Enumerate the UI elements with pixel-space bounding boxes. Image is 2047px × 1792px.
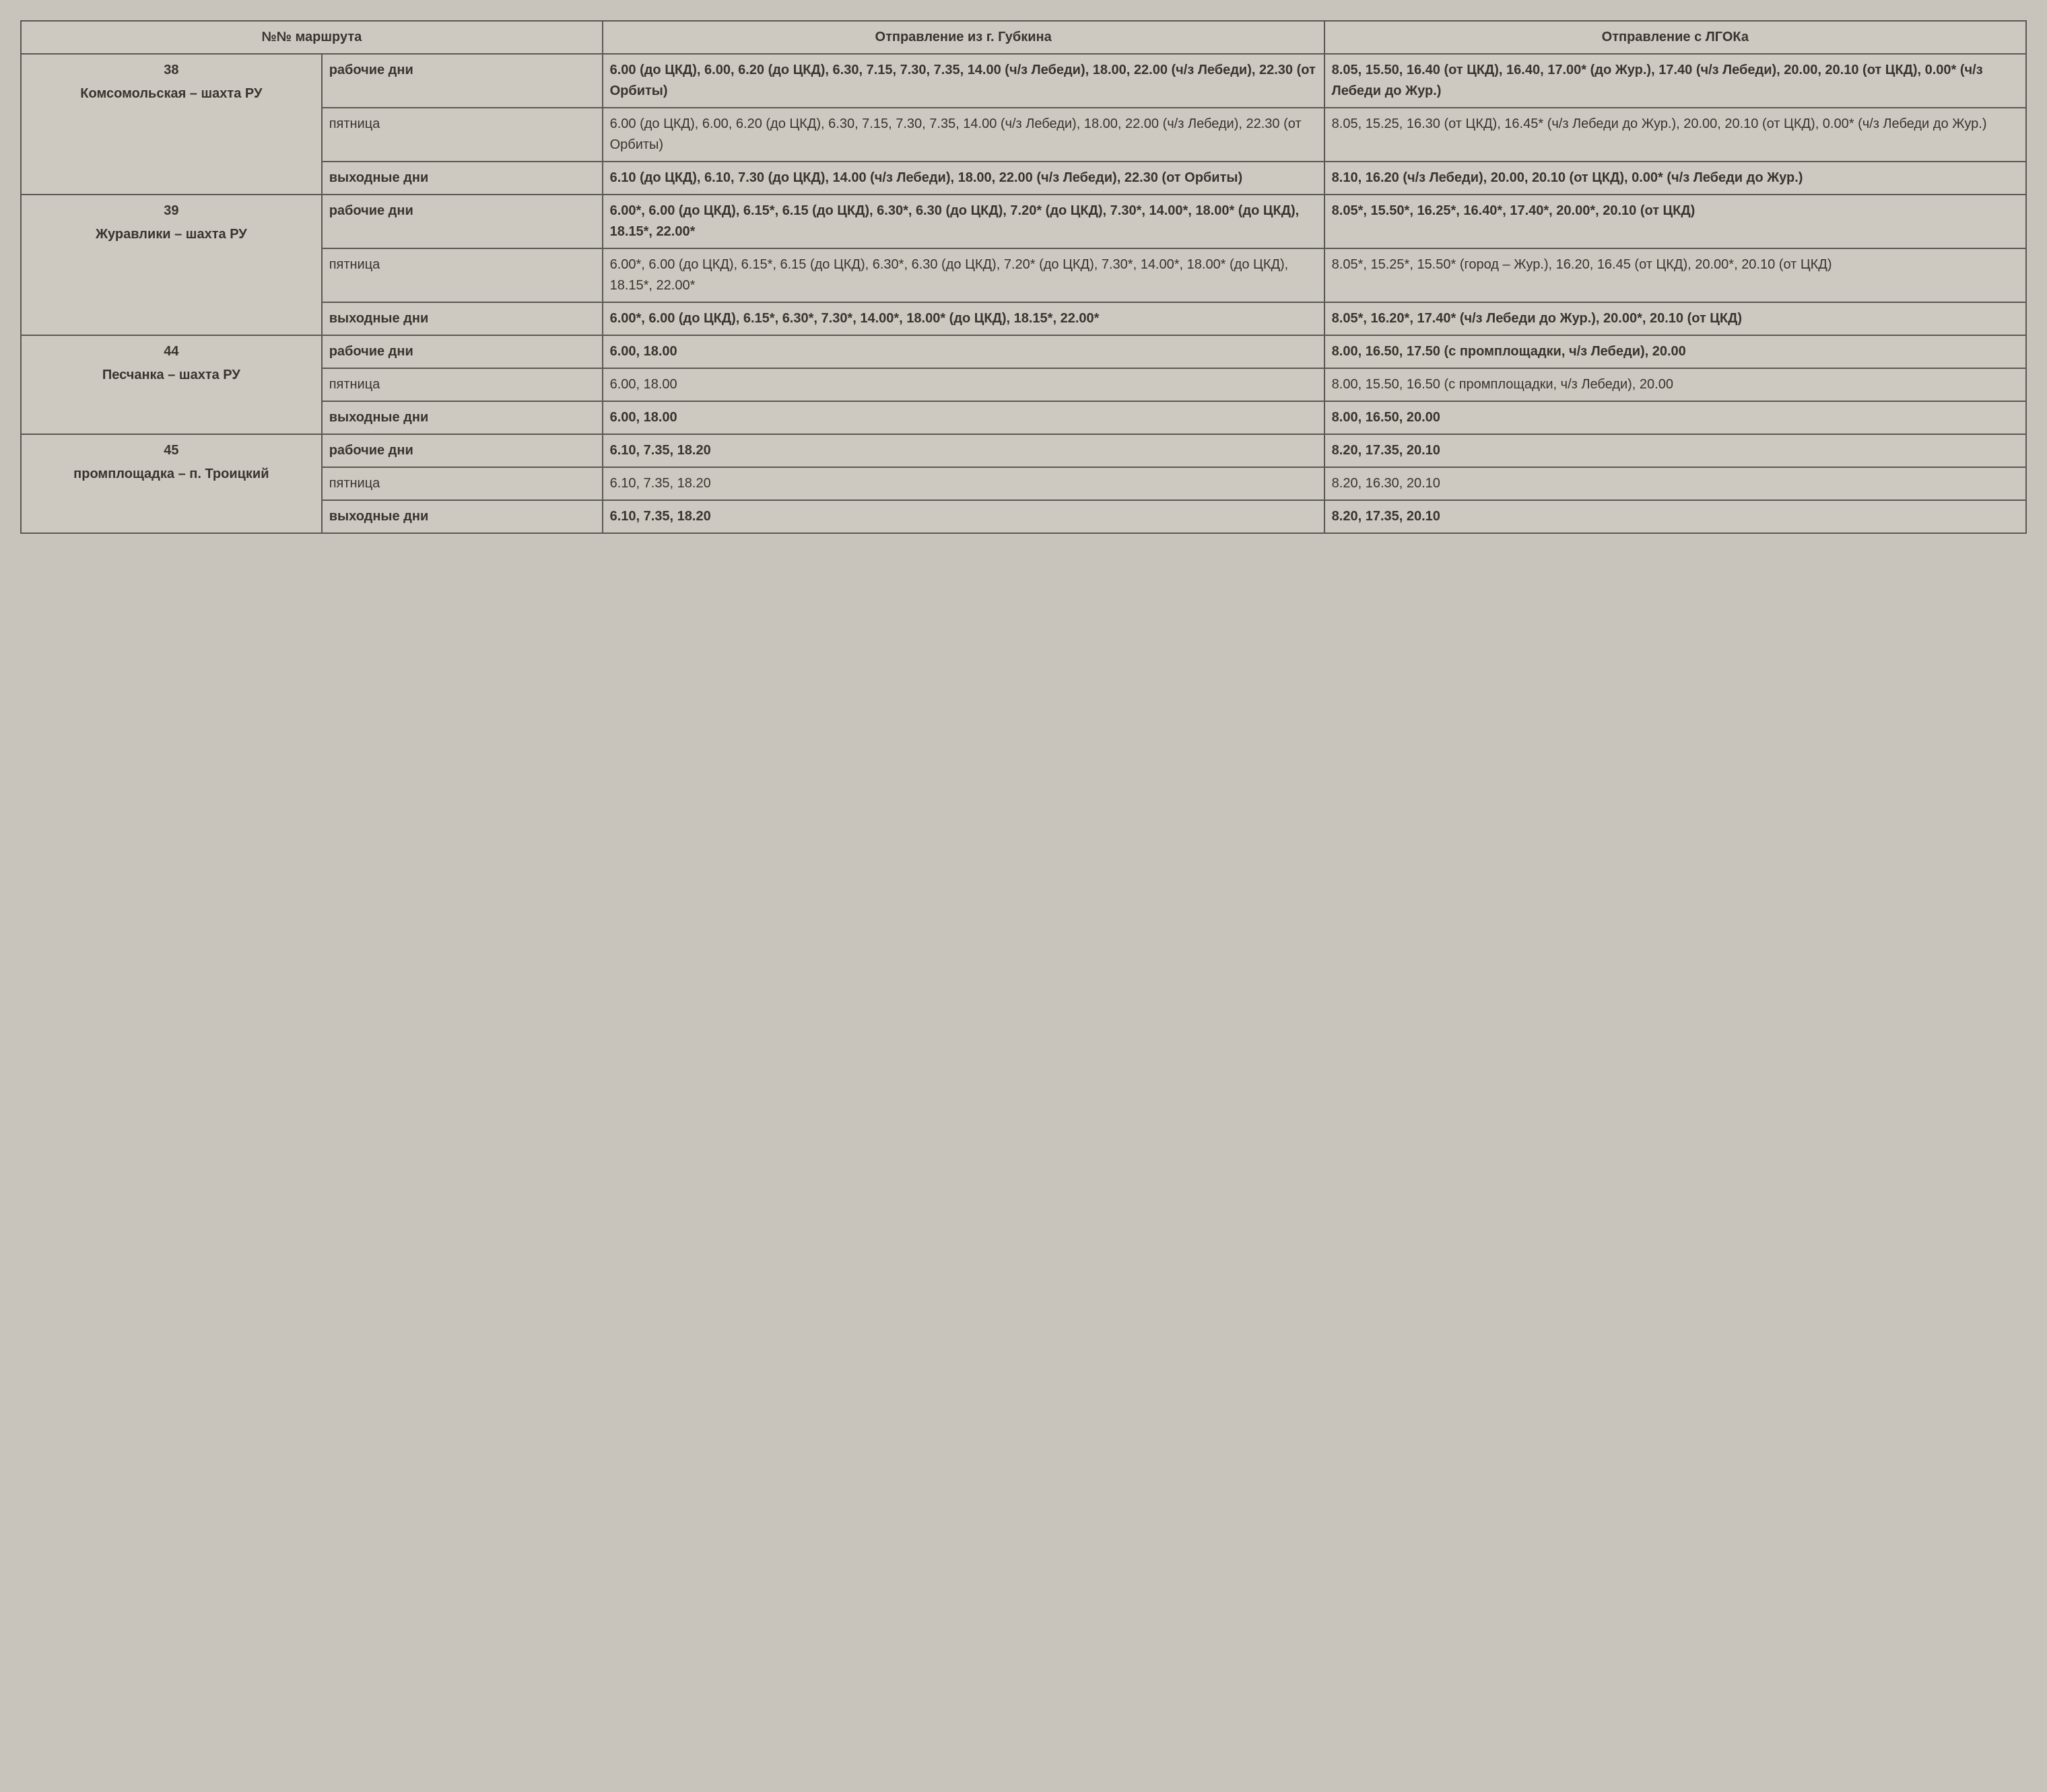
departure-gubkin-cell: 6.00 (до ЦКД), 6.00, 6.20 (до ЦКД), 6.30… [603,108,1324,162]
departure-lgok-cell: 8.20, 17.35, 20.10 [1324,434,2026,467]
route-cell: 39 Журавлики – шахта РУ [21,195,322,335]
schedule-table: №№ маршрута Отправление из г. Губкина От… [20,20,2027,534]
departure-gubkin-cell: 6.00, 18.00 [603,368,1324,401]
table-row: выходные дни6.00*, 6.00 (до ЦКД), 6.15*,… [21,302,2026,335]
day-type-cell: пятница [322,368,603,401]
departure-lgok-cell: 8.00, 16.50, 17.50 (с промплощадки, ч/з … [1324,335,2026,368]
departure-gubkin-cell: 6.00 (до ЦКД), 6.00, 6.20 (до ЦКД), 6.30… [603,54,1324,108]
departure-gubkin-cell: 6.10, 7.35, 18.20 [603,467,1324,500]
departure-lgok-cell: 8.05*, 16.20*, 17.40* (ч/з Лебеди до Жур… [1324,302,2026,335]
header-route-no: №№ маршрута [21,21,603,54]
table-row: выходные дни6.10 (до ЦКД), 6.10, 7.30 (д… [21,162,2026,195]
table-row: 38Комсомольская – шахта РУ рабочие дни6.0… [21,54,2026,108]
route-name: промплощадка – п. Троицкий [28,464,314,485]
route-name: Журавлики – шахта РУ [28,224,314,245]
table-row: 39 Журавлики – шахта РУ рабочие дни6.00*, … [21,195,2026,248]
departure-lgok-cell: 8.05*, 15.50*, 16.25*, 16.40*, 17.40*, 2… [1324,195,2026,248]
table-row: 45промплощадка – п. Троицкийрабочие дни6… [21,434,2026,467]
header-dep-lgok: Отправление с ЛГОКа [1324,21,2026,54]
departure-lgok-cell: 8.20, 17.35, 20.10 [1324,500,2026,533]
departure-lgok-cell: 8.00, 15.50, 16.50 (с промплощадки, ч/з … [1324,368,2026,401]
departure-gubkin-cell: 6.00*, 6.00 (до ЦКД), 6.15*, 6.15 (до ЦК… [603,248,1324,302]
route-number: 38 [28,60,314,81]
departure-gubkin-cell: 6.10, 7.35, 18.20 [603,500,1324,533]
route-name: Песчанка – шахта РУ [28,365,314,386]
departure-gubkin-cell: 6.00, 18.00 [603,335,1324,368]
departure-lgok-cell: 8.00, 16.50, 20.00 [1324,401,2026,434]
day-type-cell: пятница [322,467,603,500]
day-type-cell: выходные дни [322,401,603,434]
route-number: 44 [28,341,314,362]
departure-gubkin-cell: 6.00*, 6.00 (до ЦКД), 6.15*, 6.30*, 7.30… [603,302,1324,335]
day-type-cell: рабочие дни [322,335,603,368]
departure-gubkin-cell: 6.10 (до ЦКД), 6.10, 7.30 (до ЦКД), 14.0… [603,162,1324,195]
route-cell: 38Комсомольская – шахта РУ [21,54,322,195]
departure-lgok-cell: 8.05, 15.25, 16.30 (от ЦКД), 16.45* (ч/з… [1324,108,2026,162]
day-type-cell: выходные дни [322,162,603,195]
day-type-cell: рабочие дни [322,54,603,108]
day-type-cell: выходные дни [322,500,603,533]
departure-lgok-cell: 8.05*, 15.25*, 15.50* (город – Жур.), 16… [1324,248,2026,302]
table-row: выходные дни6.10, 7.35, 18.208.20, 17.35… [21,500,2026,533]
departure-lgok-cell: 8.05, 15.50, 16.40 (от ЦКД), 16.40, 17.0… [1324,54,2026,108]
table-row: пятница6.00*, 6.00 (до ЦКД), 6.15*, 6.15… [21,248,2026,302]
departure-gubkin-cell: 6.00, 18.00 [603,401,1324,434]
day-type-cell: рабочие дни [322,195,603,248]
table-row: пятница6.00, 18.008.00, 15.50, 16.50 (с … [21,368,2026,401]
departure-lgok-cell: 8.10, 16.20 (ч/з Лебеди), 20.00, 20.10 (… [1324,162,2026,195]
table-row: выходные дни6.00, 18.008.00, 16.50, 20.0… [21,401,2026,434]
route-cell: 44 Песчанка – шахта РУ [21,335,322,434]
route-number: 45 [28,440,314,461]
header-dep-gubkin: Отправление из г. Губкина [603,21,1324,54]
departure-gubkin-cell: 6.00*, 6.00 (до ЦКД), 6.15*, 6.15 (до ЦК… [603,195,1324,248]
table-body: 38Комсомольская – шахта РУрабочие дни6.0… [21,54,2026,533]
route-cell: 45 промплощадка – п. Троицкий [21,434,322,533]
departure-lgok-cell: 8.20, 16.30, 20.10 [1324,467,2026,500]
table-head: №№ маршрута Отправление из г. Губкина От… [21,21,2026,54]
table-row: пятница6.00 (до ЦКД), 6.00, 6.20 (до ЦКД… [21,108,2026,162]
table-row: 44Песчанка – шахта РУрабочие дни6.00, 18… [21,335,2026,368]
day-type-cell: пятница [322,248,603,302]
departure-gubkin-cell: 6.10, 7.35, 18.20 [603,434,1324,467]
route-name: Комсомольская – шахта РУ [28,83,314,104]
table-row: пятница6.10, 7.35, 18.208.20, 16.30, 20.… [21,467,2026,500]
route-number: 39 [28,201,314,221]
day-type-cell: пятница [322,108,603,162]
day-type-cell: рабочие дни [322,434,603,467]
day-type-cell: выходные дни [322,302,603,335]
